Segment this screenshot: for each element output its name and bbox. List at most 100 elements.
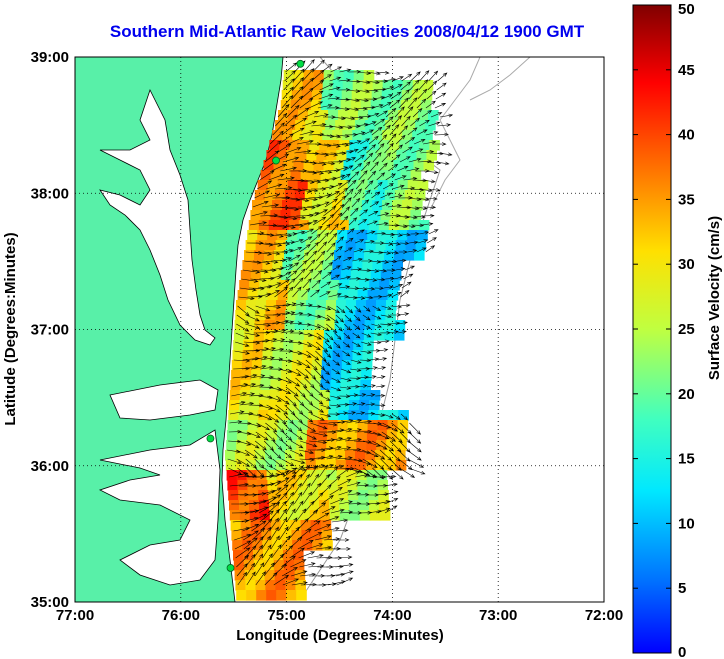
velocity-arrow bbox=[299, 98, 314, 109]
velocity-cell bbox=[242, 540, 253, 551]
velocity-cell bbox=[286, 590, 297, 601]
velocity-arrow bbox=[317, 193, 332, 199]
velocity-cell bbox=[230, 380, 241, 391]
velocity-arrow bbox=[340, 275, 351, 280]
velocity-arrow bbox=[392, 76, 404, 82]
velocity-cell bbox=[263, 330, 275, 341]
velocity-cell bbox=[246, 440, 257, 451]
velocity-cell bbox=[395, 240, 407, 251]
velocity-cell bbox=[284, 570, 296, 581]
velocity-arrow bbox=[392, 284, 404, 289]
velocity-cell bbox=[396, 440, 407, 451]
velocity-arrow bbox=[351, 350, 362, 356]
velocity-arrow bbox=[290, 440, 304, 449]
velocity-arrow bbox=[306, 142, 322, 146]
velocity-arrow bbox=[410, 71, 421, 82]
velocity-cell bbox=[227, 480, 238, 491]
velocity-cell bbox=[421, 90, 433, 101]
velocity-cell bbox=[288, 490, 299, 501]
velocity-arrow bbox=[244, 332, 261, 337]
velocity-arrow bbox=[339, 68, 352, 73]
velocity-arrow bbox=[329, 486, 343, 496]
velocity-cell bbox=[422, 80, 434, 91]
velocity-cell bbox=[419, 140, 430, 151]
velocity-cell bbox=[373, 160, 385, 171]
velocity-arrow bbox=[287, 215, 306, 220]
velocity-cell bbox=[322, 540, 333, 551]
velocity-cell bbox=[338, 490, 349, 501]
velocity-cell bbox=[360, 270, 372, 281]
velocity-cell bbox=[367, 290, 379, 301]
velocity-arrow bbox=[263, 458, 273, 469]
velocity-arrow bbox=[291, 86, 304, 100]
velocity-arrow bbox=[310, 413, 325, 421]
velocity-cell bbox=[378, 490, 389, 501]
velocity-cell bbox=[370, 210, 381, 221]
velocity-arrow bbox=[287, 526, 300, 541]
velocity-cell bbox=[311, 370, 322, 381]
velocity-cell bbox=[327, 290, 339, 301]
velocity-cell bbox=[315, 450, 326, 461]
velocity-cell bbox=[250, 270, 262, 281]
velocity-cell bbox=[267, 180, 279, 191]
colorbar-tick-label: 10 bbox=[678, 515, 695, 532]
velocity-cell bbox=[276, 440, 287, 451]
velocity-cell bbox=[333, 330, 345, 341]
velocity-arrow bbox=[370, 259, 382, 264]
velocity-cell bbox=[356, 150, 367, 161]
velocity-cell bbox=[295, 120, 306, 131]
velocity-cell bbox=[369, 510, 381, 521]
velocity-cell bbox=[282, 540, 293, 551]
velocity-cell bbox=[340, 100, 352, 111]
velocity-arrow bbox=[337, 419, 354, 424]
velocity-arrow bbox=[362, 249, 374, 254]
velocity-arrow bbox=[276, 143, 292, 154]
velocity-cell bbox=[277, 420, 289, 431]
velocity-cell bbox=[257, 230, 268, 241]
velocity-arrow bbox=[307, 332, 322, 340]
velocity-arrow bbox=[256, 413, 273, 421]
velocity-cell bbox=[343, 330, 355, 341]
velocity-cell bbox=[367, 420, 379, 431]
velocity-arrow bbox=[254, 553, 264, 568]
velocity-arrow bbox=[302, 188, 319, 193]
velocity-cell bbox=[256, 470, 268, 481]
velocity-arrow bbox=[293, 482, 302, 496]
velocity-arrow bbox=[346, 295, 358, 300]
velocity-cell bbox=[254, 320, 266, 331]
velocity-arrow bbox=[292, 238, 304, 244]
velocity-arrow bbox=[271, 163, 287, 172]
velocity-arrow bbox=[253, 260, 271, 265]
velocity-cell bbox=[335, 240, 347, 251]
velocity-cell bbox=[312, 260, 323, 271]
velocity-arrow bbox=[289, 331, 304, 335]
velocity-arrow bbox=[267, 386, 283, 392]
velocity-cell bbox=[336, 440, 347, 451]
velocity-cell bbox=[231, 370, 242, 381]
velocity-cell bbox=[379, 500, 390, 511]
velocity-arrow bbox=[365, 121, 377, 127]
velocity-cell bbox=[352, 350, 364, 361]
velocity-arrow bbox=[285, 500, 295, 514]
velocity-arrow bbox=[400, 241, 410, 246]
velocity-cell bbox=[428, 110, 439, 121]
velocity-cell bbox=[390, 170, 402, 181]
velocity-arrow bbox=[356, 287, 368, 291]
velocity-cell bbox=[319, 400, 330, 411]
velocity-cell bbox=[339, 280, 350, 291]
velocity-cell bbox=[401, 90, 413, 101]
velocity-cell bbox=[246, 300, 257, 311]
velocity-cell bbox=[378, 220, 390, 231]
velocity-arrow bbox=[317, 314, 331, 321]
velocity-cell bbox=[412, 130, 423, 141]
velocity-arrow bbox=[302, 228, 315, 235]
velocity-arrow bbox=[235, 547, 251, 559]
velocity-arrow bbox=[274, 286, 289, 298]
velocity-arrow bbox=[301, 422, 317, 432]
velocity-arrow bbox=[304, 268, 314, 280]
velocity-arrow bbox=[247, 294, 263, 299]
velocity-arrow bbox=[276, 386, 292, 395]
velocity-cell bbox=[270, 270, 282, 281]
velocity-arrow bbox=[403, 106, 414, 118]
velocity-cell bbox=[291, 360, 303, 371]
